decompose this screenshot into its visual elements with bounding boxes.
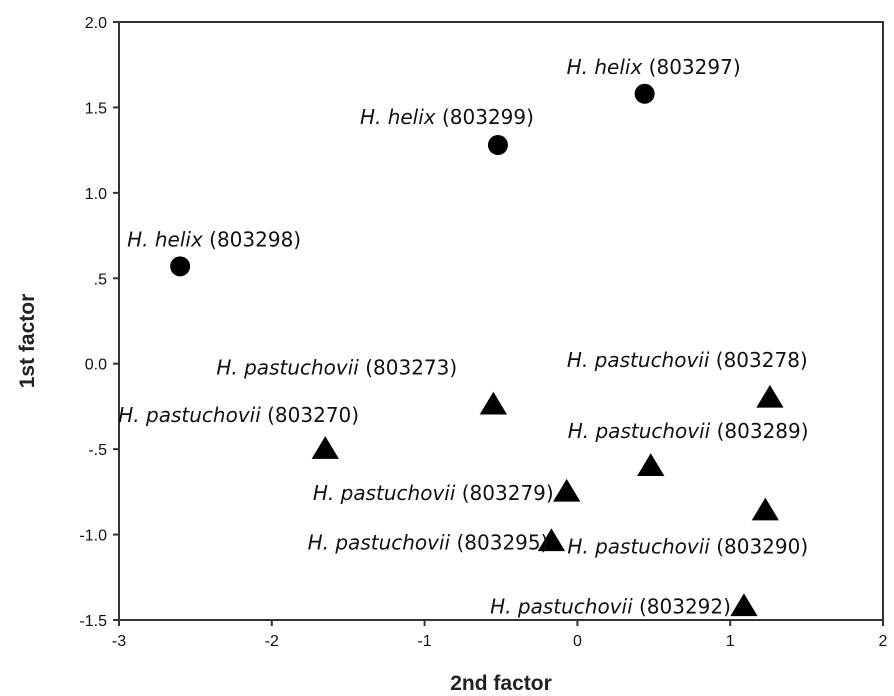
x-tick-label: -1 [417, 633, 431, 650]
y-tick-label: .5 [94, 271, 107, 288]
data-point-triangle [637, 453, 665, 476]
point-species: H. pastuchovii [216, 356, 359, 380]
y-tick-label: 1.0 [85, 186, 107, 203]
axis-ticks: -3 -2 -1 0 1 2 -1.5 -1.0 -.5 0.0 .5 1.0 1.5 2.0 [79, 15, 887, 650]
y-axis-title: 1st factor [16, 294, 39, 389]
point-code: (803290) [710, 535, 808, 559]
point-species: H. pastuchovii [118, 403, 261, 427]
x-tick-label: -2 [265, 633, 279, 650]
point-code: (803279) [455, 481, 553, 505]
y-tick-label: 0.0 [85, 357, 107, 374]
point-species: H. pastuchovii [567, 348, 710, 372]
data-point-triangle [537, 528, 566, 552]
x-tick-label: 0 [573, 633, 582, 650]
point-species: H. pastuchovii [308, 530, 451, 554]
point-label: H. pastuchovii (803290) [567, 535, 808, 559]
point-label: H. pastuchovii (803279) [313, 481, 554, 505]
data-point-triangle [311, 436, 339, 459]
point-species: H. pastuchovii [313, 481, 456, 505]
data-point-triangle [751, 497, 779, 521]
point-label: H. pastuchovii (803270) [118, 403, 359, 427]
x-axis-title: 2nd factor [450, 672, 552, 695]
point-label: H. pastuchovii (803278) [567, 348, 808, 372]
y-tick-label: -.5 [88, 442, 107, 459]
point-label: H. helix (803298) [127, 227, 301, 251]
point-label: H. helix (803299) [360, 105, 534, 129]
x-tick-label: -3 [112, 633, 126, 650]
plot-frame [118, 21, 884, 621]
point-code: (803298) [203, 227, 301, 251]
x-tick-label: 2 [879, 633, 888, 650]
data-point-triangle [479, 391, 508, 415]
y-tick-label: -1.5 [79, 613, 107, 630]
data-point-circle [634, 83, 655, 104]
point-code: (803278) [709, 348, 807, 372]
point-label: H. helix (803297) [567, 55, 741, 79]
point-code: (803292) [633, 594, 731, 618]
point-labels: H. helix (803297)H. helix (803299)H. hel… [118, 55, 808, 619]
y-tick-label: 2.0 [85, 15, 107, 32]
point-species: H. pastuchovii [567, 535, 710, 559]
point-label: H. pastuchovii (803273) [216, 356, 457, 380]
point-species: H. pastuchovii [568, 419, 711, 443]
y-tick-label: -1.0 [79, 528, 107, 545]
point-code: (803270) [261, 403, 359, 427]
data-point-circle [170, 256, 191, 277]
point-code: (803297) [642, 55, 740, 79]
point-code: (803273) [359, 356, 457, 380]
point-species: H. helix [567, 55, 643, 79]
data-point-circle [487, 135, 508, 156]
point-code: (803289) [710, 419, 808, 443]
point-code: (803299) [436, 105, 534, 129]
data-point-triangle [553, 478, 581, 502]
data-point-triangle [756, 384, 784, 408]
data-points [170, 83, 784, 617]
point-label: H. pastuchovii (803289) [568, 419, 809, 443]
x-tick-label: 1 [726, 633, 735, 650]
data-point-triangle [730, 593, 758, 617]
point-species: H. helix [127, 227, 203, 251]
point-label: H. pastuchovii (803292) [490, 594, 731, 618]
point-species: H. pastuchovii [490, 594, 633, 618]
y-tick-label: 1.5 [85, 100, 107, 117]
point-label: H. pastuchovii (803295) [308, 530, 549, 554]
point-species: H. helix [360, 105, 436, 129]
point-code: (803295) [450, 530, 548, 554]
